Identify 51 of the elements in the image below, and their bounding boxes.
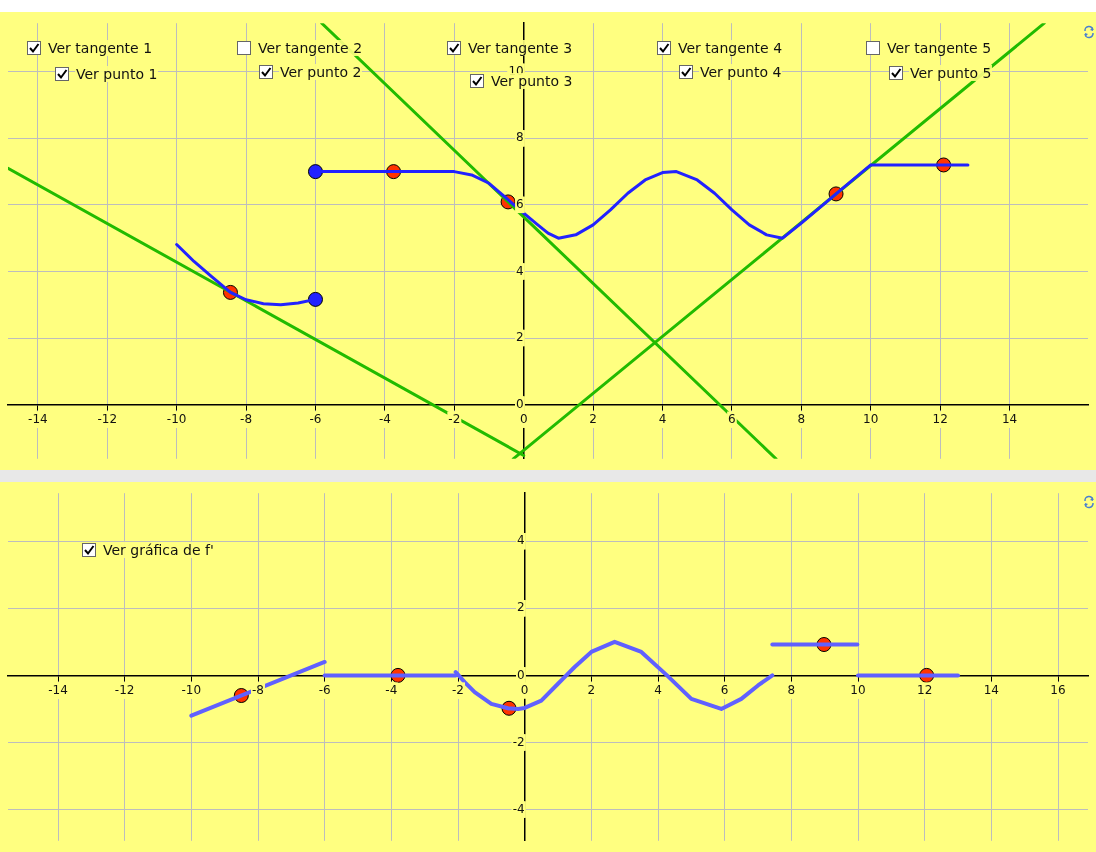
annotation: Ver gráfica de f' [102, 542, 215, 558]
x-tick-label: 6 [720, 682, 729, 697]
x-tick-label: -14 [28, 411, 48, 426]
x-tick-label: -8 [252, 682, 264, 697]
y-tick-label: 4 [517, 533, 525, 548]
y-tick-label: 10 [508, 63, 524, 78]
y-tick-label: 4 [516, 263, 524, 278]
x-tick-label: -14 [48, 682, 68, 697]
annotation: Ver tangente 1 [47, 40, 154, 56]
annotation: Ver punto 1 [75, 66, 159, 82]
y-tick-label: 2 [517, 600, 525, 615]
x-tick-label: 4 [658, 411, 667, 426]
x-tick-label: 8 [797, 411, 806, 426]
x-tick-label: 14 [1001, 411, 1018, 426]
x-tick-label: -10 [181, 682, 202, 697]
x-tick-label: 14 [983, 682, 999, 697]
annotation: Ver punto 2 [279, 64, 363, 80]
x-tick-label: -8 [240, 411, 253, 426]
y-tick-label: -2 [512, 734, 525, 749]
annotation: Ver punto 4 [699, 64, 783, 80]
annotation: Ver punto 5 [909, 65, 993, 81]
y-tick-label: 6 [516, 197, 524, 212]
x-tick-label: 6 [728, 411, 736, 426]
x-tick-label: -2 [452, 682, 464, 697]
x-tick-label: 8 [787, 682, 796, 697]
annotation: Ver tangente 4 [677, 40, 784, 56]
y-tick-label: 0 [517, 667, 525, 682]
x-tick-label: 16 [1050, 682, 1066, 697]
x-tick-label: -4 [378, 411, 391, 426]
x-tick-label: -6 [309, 411, 322, 426]
x-tick-label: 12 [917, 682, 933, 697]
y-tick-label: 8 [516, 130, 524, 145]
annotation: Ver tangente 2 [257, 40, 364, 56]
annotation: Ver tangente 3 [467, 40, 574, 56]
y-tick-label: 2 [516, 330, 524, 345]
x-tick-label: -12 [114, 682, 135, 697]
x-tick-label: -4 [385, 682, 398, 697]
x-tick-label: 4 [654, 682, 662, 697]
annotation: Ver tangente 5 [886, 40, 993, 56]
x-tick-label: -2 [448, 411, 461, 426]
x-tick-label: 2 [589, 411, 597, 426]
x-tick-label: 10 [850, 682, 866, 697]
annotation: Ver punto 3 [490, 73, 574, 89]
x-tick-label: -10 [166, 411, 187, 426]
x-tick-label: -12 [97, 411, 118, 426]
x-tick-label: 12 [932, 411, 948, 426]
x-tick-label: -6 [318, 682, 331, 697]
y-tick-label: 0 [516, 396, 524, 411]
x-tick-label: 2 [587, 682, 596, 697]
x-tick-label: 10 [863, 411, 879, 426]
y-tick-label: -4 [512, 801, 525, 816]
